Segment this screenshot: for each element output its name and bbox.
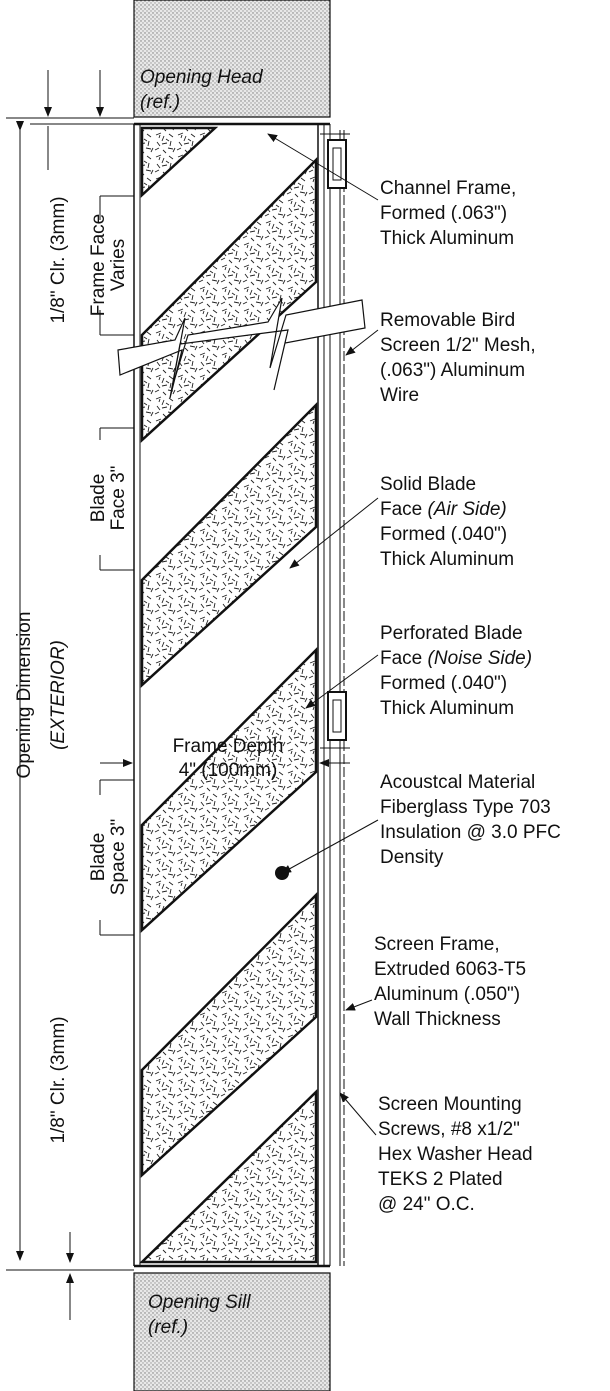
blade-top-partial [140, 126, 219, 198]
callout-line: Removable Bird [380, 310, 515, 331]
blade-face-label-1: Blade [88, 474, 109, 523]
callout-line: Hex Washer Head [378, 1144, 533, 1165]
callout-line: Perforated Blade [380, 623, 523, 644]
callout-line-italic: (Noise Side) [428, 648, 533, 669]
callout-line: Formed (.040") [380, 524, 507, 545]
exterior-label: (EXTERIOR) [48, 640, 69, 750]
callout-line: Acoustcal Material [380, 772, 535, 793]
opening-head-label: Opening Head [140, 67, 264, 88]
blade-face-label-2: Face 3" [108, 466, 129, 531]
callout-line: Screws, #8 x1/2" [378, 1119, 520, 1140]
callout-screen-frame: Screen Frame, Extruded 6063-T5 Aluminum … [374, 934, 526, 1030]
callout-line: Density [380, 847, 444, 868]
blade-3 [140, 646, 318, 933]
opening-sill-ref: (ref.) [148, 1317, 188, 1338]
frame-face-label-1: Frame Face [88, 214, 109, 316]
clearance-bottom-label: 1/8" Clr. (3mm) [48, 1016, 69, 1143]
callout-line: Insulation @ 3.0 PFC [380, 822, 561, 843]
callout-line: Wire [380, 385, 419, 406]
callout-solid-blade: Solid Blade Face (Air Side) Formed (.040… [380, 474, 514, 570]
break-line [117, 297, 366, 399]
callout-acoustical-material: Acoustcal Material Fiberglass Type 703 I… [380, 772, 561, 868]
callout-line: TEKS 2 Plated [378, 1169, 503, 1190]
callout-line: Aluminum (.050") [374, 984, 520, 1005]
callout-line: Channel Frame, [380, 178, 516, 199]
blade-space-label-1: Blade [88, 833, 109, 882]
callout-line: Screen Mounting [378, 1094, 522, 1115]
callout-line: Thick Aluminum [380, 698, 514, 719]
callout-line: Face [380, 499, 428, 520]
callout-line: Solid Blade [380, 474, 476, 495]
svg-text:Face (Air Side): Face (Air Side) [380, 499, 507, 520]
svg-text:Face (Noise Side): Face (Noise Side) [380, 648, 532, 669]
frame-depth-label-1: Frame Depth [173, 736, 284, 757]
blade-4 [140, 891, 318, 1178]
opening-sill: Opening Sill (ref.) [133, 1272, 331, 1391]
screen-frame-top [320, 133, 350, 189]
callout-channel-frame: Channel Frame, Formed (.063") Thick Alum… [380, 178, 516, 249]
opening-head: Opening Head (ref.) [133, 0, 331, 118]
callout-screen-screws: Screen Mounting Screws, #8 x1/2" Hex Was… [378, 1094, 533, 1215]
opening-sill-label: Opening Sill [148, 1292, 251, 1313]
callout-line: Extruded 6063-T5 [374, 959, 526, 980]
callout-line: Screen Frame, [374, 934, 500, 955]
callout-line: Thick Aluminum [380, 549, 514, 570]
opening-dimension-label: Opening Dimension [14, 612, 35, 779]
blade-2 [140, 401, 318, 688]
blade-bottom-partial [138, 1089, 318, 1264]
callout-line: (.063") Aluminum [380, 360, 525, 381]
opening-dimension-line [6, 70, 350, 1320]
clearance-top-label: 1/8" Clr. (3mm) [48, 196, 69, 323]
callout-line-italic: (Air Side) [428, 499, 507, 520]
callout-line: Thick Aluminum [380, 228, 514, 249]
callout-line: Face [380, 648, 428, 669]
callout-line: Fiberglass Type 703 [380, 797, 551, 818]
leader-lines [267, 133, 379, 1136]
callout-bird-screen: Removable Bird Screen 1/2" Mesh, (.063")… [380, 310, 536, 406]
screen-frame-bottom [320, 691, 350, 749]
opening-head-ref: (ref.) [140, 92, 180, 113]
callout-line: Formed (.040") [380, 673, 507, 694]
callout-line: Screen 1/2" Mesh, [380, 335, 536, 356]
blade-space-label-2: Space 3" [108, 819, 129, 895]
callout-line: Wall Thickness [374, 1009, 501, 1030]
louver-blades [138, 126, 318, 1264]
callout-perforated-blade: Perforated Blade Face (Noise Side) Forme… [380, 623, 532, 719]
frame-face-label-2: Varies [108, 239, 129, 291]
callout-line: @ 24" O.C. [378, 1194, 475, 1215]
callout-line: Formed (.063") [380, 203, 507, 224]
frame-depth-label-2: 4" (100mm) [179, 760, 278, 781]
blade-1 [140, 156, 318, 443]
